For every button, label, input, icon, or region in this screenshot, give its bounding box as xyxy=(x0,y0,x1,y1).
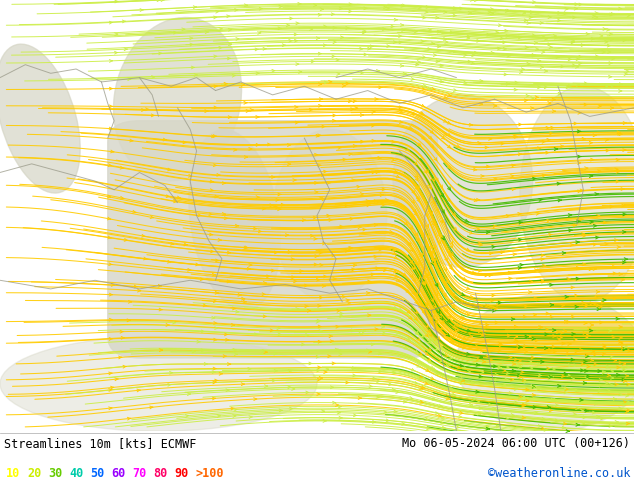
Text: 60: 60 xyxy=(111,467,126,480)
Text: 10: 10 xyxy=(6,467,20,480)
Text: Streamlines 10m [kts] ECMWF: Streamlines 10m [kts] ECMWF xyxy=(4,437,197,450)
Ellipse shape xyxy=(393,95,533,268)
Ellipse shape xyxy=(113,18,242,181)
Text: 90: 90 xyxy=(174,467,188,480)
Text: 40: 40 xyxy=(69,467,83,480)
Text: 30: 30 xyxy=(48,467,62,480)
Ellipse shape xyxy=(0,336,317,431)
Ellipse shape xyxy=(520,86,634,302)
Text: 50: 50 xyxy=(90,467,104,480)
Ellipse shape xyxy=(189,130,280,310)
Text: 80: 80 xyxy=(153,467,167,480)
Text: 70: 70 xyxy=(132,467,146,480)
Text: 20: 20 xyxy=(27,467,41,480)
Ellipse shape xyxy=(456,293,634,431)
FancyBboxPatch shape xyxy=(108,121,437,358)
Text: >100: >100 xyxy=(195,467,224,480)
Text: Mo 06-05-2024 06:00 UTC (00+126): Mo 06-05-2024 06:00 UTC (00+126) xyxy=(402,437,630,450)
Ellipse shape xyxy=(0,44,80,193)
Ellipse shape xyxy=(273,129,387,302)
Text: ©weatheronline.co.uk: ©weatheronline.co.uk xyxy=(488,467,630,480)
